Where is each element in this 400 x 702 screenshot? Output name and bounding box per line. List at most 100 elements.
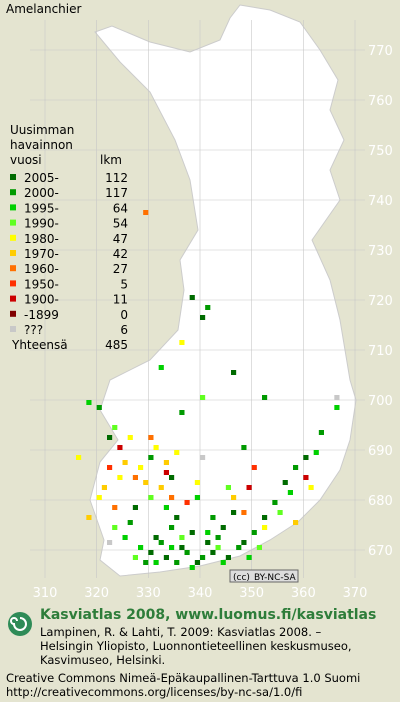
- legend-count: 117: [105, 186, 128, 200]
- legend-count: 6: [120, 323, 128, 337]
- occurrence-square: [303, 475, 309, 480]
- occurrence-square: [184, 550, 190, 555]
- license-badge: (cc) BY-NC-SA: [229, 569, 299, 583]
- legend-heading: lkm: [100, 153, 122, 167]
- x-tick-label: 310: [33, 586, 58, 601]
- occurrence-square: [112, 525, 118, 530]
- occurrence-square: [210, 515, 216, 520]
- occurrence-square: [282, 480, 288, 485]
- occurrence-square: [215, 535, 221, 540]
- occurrence-square: [169, 545, 175, 550]
- legend-swatch: [10, 174, 16, 180]
- occurrence-square: [76, 455, 82, 460]
- footer-heading: Kasviatlas 2008, www.luomus.fi/kasviatla…: [40, 607, 376, 623]
- occurrence-square: [143, 480, 149, 485]
- map-title: Amelanchier: [6, 2, 81, 16]
- legend-swatch: [10, 265, 16, 272]
- occurrence-square: [101, 485, 107, 490]
- logo-spiral: [10, 617, 27, 631]
- occurrence-square: [262, 515, 268, 520]
- x-tick-label: 320: [84, 586, 109, 601]
- occurrence-square: [205, 540, 211, 545]
- legend-count: 42: [113, 247, 128, 261]
- legend-total: 485: [105, 338, 128, 352]
- occurrence-square: [225, 555, 231, 560]
- occurrence-square: [112, 505, 118, 510]
- occurrence-square: [241, 445, 247, 450]
- occurrence-square: [205, 305, 211, 310]
- occurrence-square: [236, 545, 242, 550]
- occurrence-square: [148, 455, 154, 460]
- occurrence-square: [313, 450, 319, 455]
- legend-label: -1899: [24, 308, 59, 322]
- legend-count: 5: [120, 277, 128, 291]
- occurrence-square: [122, 460, 128, 465]
- occurrence-square: [132, 475, 138, 480]
- badge-box: [229, 569, 299, 583]
- occurrence-square: [256, 545, 262, 550]
- occurrence-square: [127, 520, 133, 525]
- occurrence-square: [107, 435, 113, 440]
- occurrence-square: [179, 340, 185, 345]
- occurrence-square: [163, 460, 169, 465]
- legend-swatch: [10, 219, 16, 226]
- license: http://creativecommons.org/licenses/by-n…: [6, 685, 302, 699]
- legend-swatch: [10, 310, 16, 317]
- occurrence-square: [189, 295, 195, 300]
- occurrence-square: [107, 540, 113, 545]
- y-tick-label: 740: [368, 194, 393, 209]
- occurrence-square: [200, 555, 206, 560]
- occurrence-square: [163, 555, 169, 560]
- occurrence-square: [174, 560, 180, 565]
- occurrence-square: [163, 505, 169, 510]
- occurrence-square: [287, 490, 293, 495]
- occurrence-square: [143, 210, 149, 215]
- occurrence-square: [293, 520, 299, 525]
- occurrence-square: [194, 495, 200, 500]
- y-tick-label: 680: [368, 494, 393, 509]
- legend-label: 1990-: [24, 217, 59, 231]
- occurrence-square: [127, 435, 133, 440]
- legend-count: 112: [105, 171, 128, 185]
- occurrence-square: [96, 495, 102, 500]
- x-tick-label: 350: [239, 586, 264, 601]
- legend-swatch: [10, 250, 16, 256]
- y-tick-label: 690: [368, 444, 393, 459]
- y-tick-label: 750: [368, 144, 393, 159]
- occurrence-square: [272, 500, 278, 505]
- legend-label: ???: [24, 323, 43, 337]
- occurrence-square: [148, 435, 154, 440]
- occurrence-square: [174, 515, 180, 520]
- occurrence-square: [308, 485, 314, 490]
- occurrence-square: [169, 525, 175, 530]
- occurrence-square: [220, 560, 226, 565]
- occurrence-square: [117, 445, 123, 450]
- legend-heading: Uusimman: [10, 123, 74, 137]
- legend-swatch: [10, 326, 16, 332]
- y-tick-label: 710: [368, 344, 393, 359]
- license: Creative Commons Nimeä-Epäkaupallinen-Ta…: [6, 671, 360, 685]
- occurrence-square: [112, 425, 118, 430]
- legend-count: 64: [113, 201, 128, 215]
- occurrence-square: [153, 445, 159, 450]
- occurrence-square: [138, 465, 144, 470]
- occurrence-square: [169, 495, 175, 500]
- occurrence-square: [194, 480, 200, 485]
- occurrence-square: [158, 540, 164, 545]
- occurrence-square: [138, 545, 144, 550]
- occurrence-square: [334, 395, 340, 400]
- occurrence-square: [210, 550, 216, 555]
- occurrence-square: [96, 405, 102, 410]
- legend-swatch: [10, 234, 16, 241]
- occurrence-square: [334, 405, 340, 410]
- legend-label: 2000-: [24, 186, 59, 200]
- citation: Lampinen, R. & Lahti, T. 2009: Kasviatla…: [40, 625, 322, 639]
- occurrence-square: [251, 465, 257, 470]
- x-tick-label: 340: [188, 586, 213, 601]
- legend-swatch: [10, 280, 16, 287]
- legend-total-label: Yhteensä: [11, 338, 68, 352]
- occurrence-square: [132, 555, 138, 560]
- occurrence-square: [194, 560, 200, 565]
- occurrence-square: [241, 540, 247, 545]
- occurrence-square: [293, 465, 299, 470]
